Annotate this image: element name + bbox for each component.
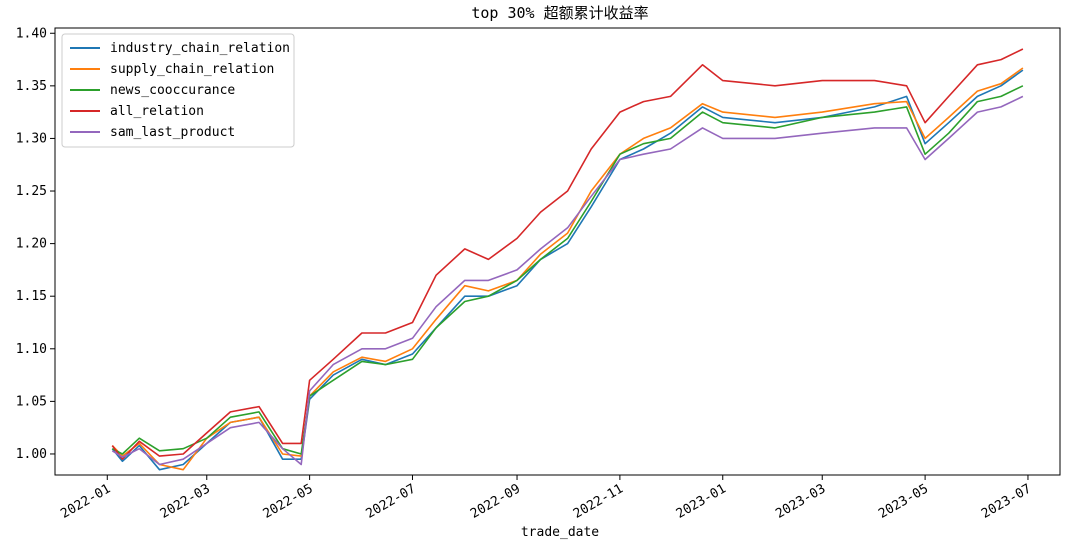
plot-frame <box>54 27 1061 476</box>
plot-area <box>54 27 1061 476</box>
y-tick-label: 1.30 <box>16 131 47 146</box>
series-line-all_relation <box>111 48 1024 460</box>
y-tick-label: 1.20 <box>16 237 47 252</box>
x-tick-label: 2022-01 <box>58 481 113 521</box>
y-tick-label: 1.35 <box>16 79 47 94</box>
x-axis: 2022-01 2022-03 2022-05 2022-07 2022-09 2022-… <box>58 475 1034 522</box>
y-tick-label: 1.40 <box>16 26 47 41</box>
series-line-supply_chain_relation <box>111 67 1024 471</box>
y-tick-label: 1.15 <box>16 289 47 304</box>
y-tick-label: 1.25 <box>16 184 47 199</box>
legend-label: sam_last_product <box>110 125 235 140</box>
y-tick-label: 1.00 <box>16 447 47 462</box>
x-tick-label: 2022-05 <box>261 481 316 521</box>
y-tick-label: 1.05 <box>16 394 47 409</box>
legend-box <box>61 33 295 148</box>
x-tick-label: 2023-03 <box>773 481 828 521</box>
legend-label: supply_chain_relation <box>110 62 274 77</box>
legend-label: industry_chain_relation <box>110 41 290 56</box>
x-tick-label: 2022-03 <box>158 481 213 521</box>
legend: industry_chain_relation supply_chain_rela… <box>61 33 295 148</box>
series-lines <box>111 48 1024 471</box>
legend-label: news_cooccurance <box>110 83 235 98</box>
x-tick-label: 2023-07 <box>979 481 1034 521</box>
x-tick-label: 2022-11 <box>571 481 626 521</box>
series-line-sam_last_product <box>111 95 1024 466</box>
series-line-news_cooccurance <box>111 85 1024 455</box>
x-tick-label: 2022-07 <box>364 481 419 521</box>
legend-label: all_relation <box>110 104 204 119</box>
x-tick-label: 2022-09 <box>468 481 523 521</box>
y-axis: 1.00 1.05 1.10 1.15 1.20 1.25 1.30 1.35 1.40 <box>16 26 55 462</box>
x-axis-label: trade_date <box>521 525 599 540</box>
chart-title: top 30% 超额累计收益率 <box>471 4 648 22</box>
x-tick-label: 2023-01 <box>674 481 729 521</box>
y-tick-label: 1.10 <box>16 342 47 357</box>
x-tick-label: 2023-05 <box>876 481 931 521</box>
